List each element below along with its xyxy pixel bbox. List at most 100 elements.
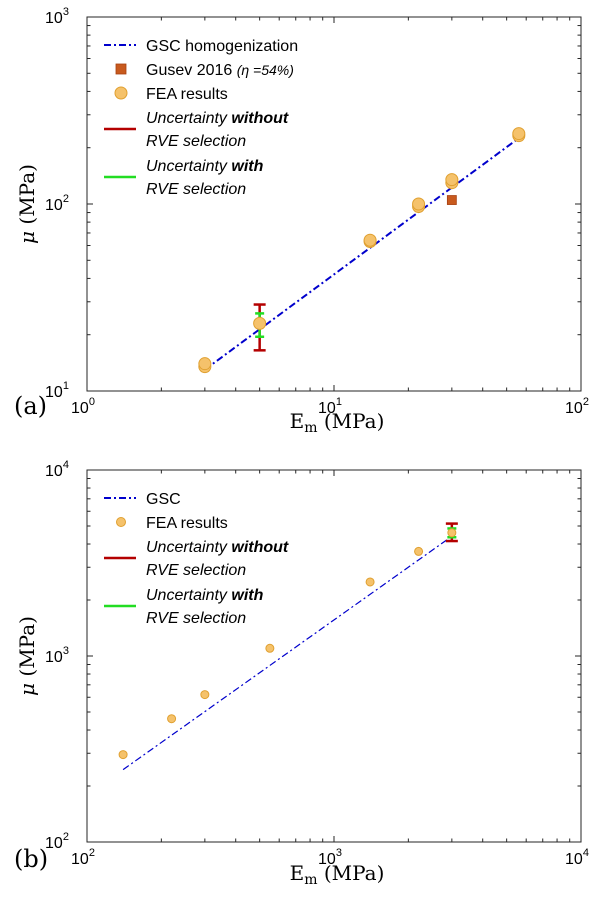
series-fea-point (414, 546, 424, 556)
x-axis-label-units: (MPa) (317, 861, 384, 885)
y-tick-label: 102 (45, 831, 69, 852)
legend-label-text: GSC (146, 491, 181, 508)
y-tick-base: 10 (45, 10, 63, 27)
legend-uncertainty-line1: Uncertainty with (146, 158, 264, 175)
legend: GSC homogenization Gusev 2016 (η =54%) FEA… (104, 38, 298, 198)
panel-label: (b) (14, 845, 48, 873)
series-fea-point (167, 714, 177, 724)
y-axis-label-main: μ (15, 683, 39, 696)
legend-uncertainty-line1: Uncertainty with (146, 587, 264, 604)
x-axis-label: Em (MPa) (290, 861, 385, 888)
y-tick-label: 104 (45, 459, 69, 480)
x-tick-label: 102 (565, 396, 589, 417)
y-axis-label-main: μ (15, 231, 39, 244)
legend-label-gusev: Gusev 2016 (η =54%) (146, 62, 294, 79)
x-axis-label-main: E (290, 409, 305, 433)
legend-label-gsc: GSC (146, 491, 181, 508)
x-tick-label: 101 (318, 396, 342, 417)
x-axis-label-sub: m (304, 872, 317, 888)
y-tick-exp: 2 (63, 831, 69, 843)
series-fea-point (265, 643, 275, 653)
y-tick-label: 103 (45, 645, 69, 666)
x-tick-exp: 2 (89, 847, 95, 859)
legend-uncertainty-word: Uncertainty (146, 587, 228, 604)
panel-label: (a) (14, 392, 47, 420)
legend-uncertainty-word: Uncertainty (146, 539, 228, 556)
series-fea-point (363, 233, 377, 247)
legend-fea-swatch (116, 517, 126, 527)
series-fea-point (445, 173, 459, 187)
legend-label-text: GSC homogenization (146, 38, 298, 55)
legend-gusev-swatch (115, 63, 127, 75)
series-fea-point (200, 690, 210, 700)
series-gsc-line (204, 137, 520, 371)
axis-ticks (86, 470, 581, 843)
legend-uncertainty-line1: Uncertainty without (146, 110, 289, 127)
y-axis-label: μ (MPa) (15, 616, 39, 696)
legend-uncertainty-bold: with (231, 587, 263, 604)
legend-uncertainty-bold: without (231, 539, 289, 556)
plot-area (86, 469, 582, 843)
series-fea-point (365, 577, 375, 587)
y-tick-exp: 3 (63, 645, 69, 657)
legend-uncertainty-line2: RVE selection (146, 181, 246, 198)
y-tick-label: 103 (45, 6, 69, 27)
legend-uncertainty-line2: RVE selection (146, 562, 246, 579)
series-gusev-point (446, 195, 457, 205)
legend-fea-swatch (114, 86, 128, 100)
x-axis-label-main: E (290, 861, 305, 885)
y-tick-label: 101 (45, 380, 69, 401)
x-tick-exp: 4 (583, 847, 589, 859)
x-tick-base: 10 (565, 851, 583, 868)
legend-label-gsc: GSC homogenization (146, 38, 298, 55)
series-fea-point (118, 750, 128, 760)
legend-label-suffix: (η =54%) (237, 62, 294, 78)
axis-ticks (86, 17, 581, 392)
y-axis-label: μ (MPa) (15, 164, 39, 244)
legend-uncertainty-bold: with (231, 158, 263, 175)
x-tick-label: 100 (71, 396, 95, 417)
y-tick-base: 10 (45, 649, 63, 666)
plot-area (86, 16, 582, 392)
legend-uncertainty-line2: RVE selection (146, 610, 246, 627)
y-tick-exp: 4 (63, 459, 69, 471)
y-tick-base: 10 (45, 197, 63, 214)
series-fea-point (412, 197, 426, 211)
y-axis-label-units: (MPa) (15, 164, 39, 231)
series-fea-point (512, 127, 526, 141)
x-tick-label: 102 (71, 847, 95, 868)
x-tick-exp: 3 (336, 847, 342, 859)
y-tick-exp: 2 (63, 193, 69, 205)
legend-uncertainty-line2: RVE selection (146, 133, 246, 150)
x-axis-label-units: (MPa) (317, 409, 384, 433)
x-tick-label: 103 (318, 847, 342, 868)
legend-label-text: FEA results (146, 86, 228, 103)
series-fea-point (447, 528, 457, 538)
series-fea-point (253, 316, 267, 330)
y-tick-base: 10 (45, 384, 63, 401)
legend-label-fea: FEA results (146, 515, 228, 532)
x-axis-label: Em (MPa) (290, 409, 385, 436)
x-axis-label-sub: m (304, 420, 317, 436)
legend-uncertainty-line1: Uncertainty without (146, 539, 289, 556)
legend-label-fea: FEA results (146, 86, 228, 103)
legend: GSC FEA results Uncertainty without RVE sel… (104, 491, 289, 627)
x-tick-base: 10 (318, 851, 336, 868)
x-tick-base: 10 (318, 400, 336, 417)
series-fea-point (198, 357, 212, 371)
x-tick-exp: 2 (583, 396, 589, 408)
x-tick-exp: 1 (336, 396, 342, 408)
series-gsc-line (122, 535, 453, 771)
x-tick-exp: 0 (89, 396, 95, 408)
y-tick-base: 10 (45, 463, 63, 480)
legend-uncertainty-word: Uncertainty (146, 110, 228, 127)
x-tick-base: 10 (565, 400, 583, 417)
x-tick-label: 104 (565, 847, 589, 868)
y-tick-exp: 1 (63, 380, 69, 392)
y-tick-base: 10 (45, 835, 63, 852)
x-tick-base: 10 (71, 400, 89, 417)
x-tick-base: 10 (71, 851, 89, 868)
